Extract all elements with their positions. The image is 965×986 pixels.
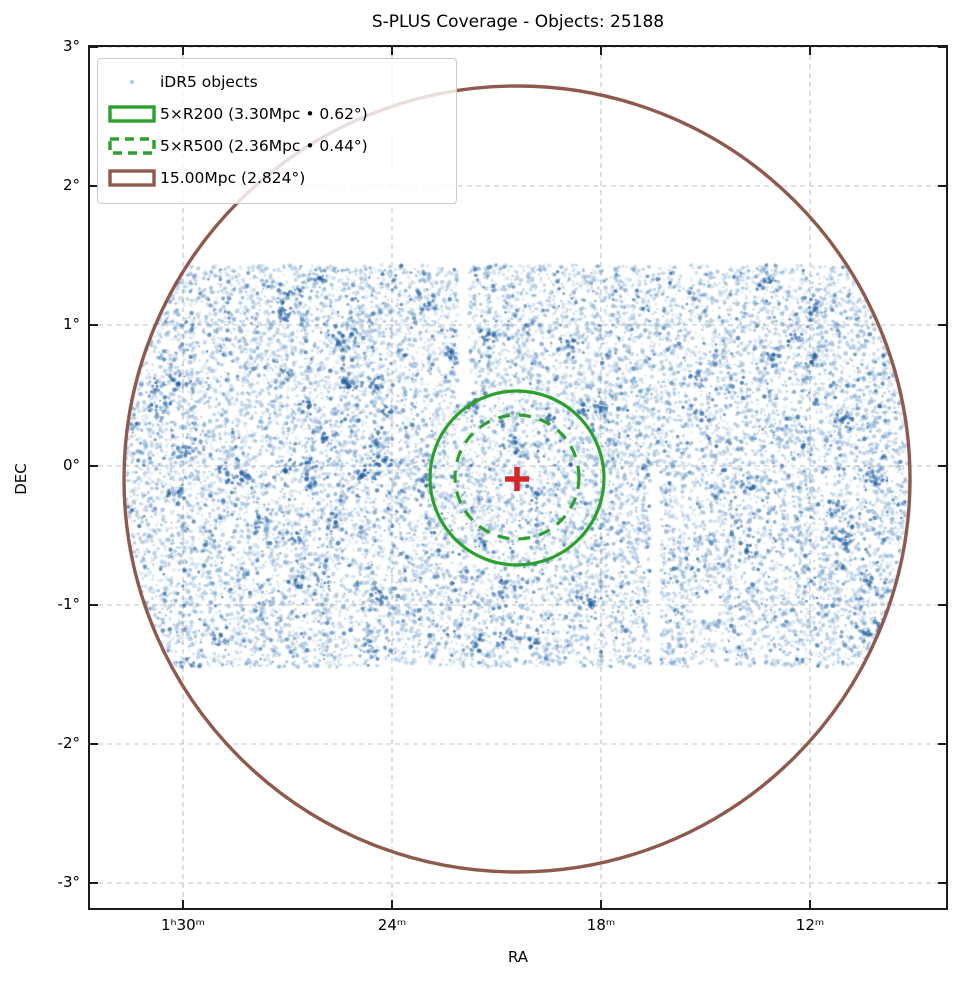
y-tick-label: -1° [57,595,80,613]
x-tick-label: 18ᵐ [586,916,616,934]
x-tick-label: 12ᵐ [795,916,825,934]
legend-item-idr5: iDR5 objects [104,66,446,98]
tick-marks [89,46,947,909]
legend-item-15mpc: 15.00Mpc (2.824°) [104,162,446,194]
y-tick-label: -3° [57,873,80,891]
center-cross-marker [505,467,529,491]
legend-label: 15.00Mpc (2.824°) [160,169,306,187]
y-tick-label: 3° [62,37,80,55]
y-tick-label: 0° [62,456,80,474]
legend-label: 5×R500 (2.36Mpc • 0.44°) [160,137,368,155]
y-tick-label: -2° [57,734,80,752]
legend-item-r500: 5×R500 (2.36Mpc • 0.44°) [104,130,446,162]
y-tick-label: 1° [62,315,80,333]
x-tick-label: 24ᵐ [377,916,407,934]
plot-frame [88,45,948,910]
legend: iDR5 objects 5×R200 (3.30Mpc • 0.62°) 5×… [97,58,457,204]
r500-circle [453,413,581,541]
y-axis-label: DEC [12,463,30,495]
r200-circle [428,389,606,567]
solid-circle-marker-icon [104,104,160,124]
chart-title: S-PLUS Coverage - Objects: 25188 [371,12,665,32]
mpc15-circle [122,84,912,874]
x-axis-label: RA [507,948,529,966]
legend-label: 5×R200 (3.30Mpc • 0.62°) [160,105,368,123]
brown-circle-marker-icon [104,168,160,188]
x-tick-label: 1ʰ30ᵐ [160,916,206,934]
dashed-circle-marker-icon [104,136,160,156]
scatter-point-marker-icon [104,73,160,91]
legend-item-r200: 5×R200 (3.30Mpc • 0.62°) [104,98,446,130]
legend-label: iDR5 objects [160,73,258,91]
y-tick-label: 2° [62,176,80,194]
